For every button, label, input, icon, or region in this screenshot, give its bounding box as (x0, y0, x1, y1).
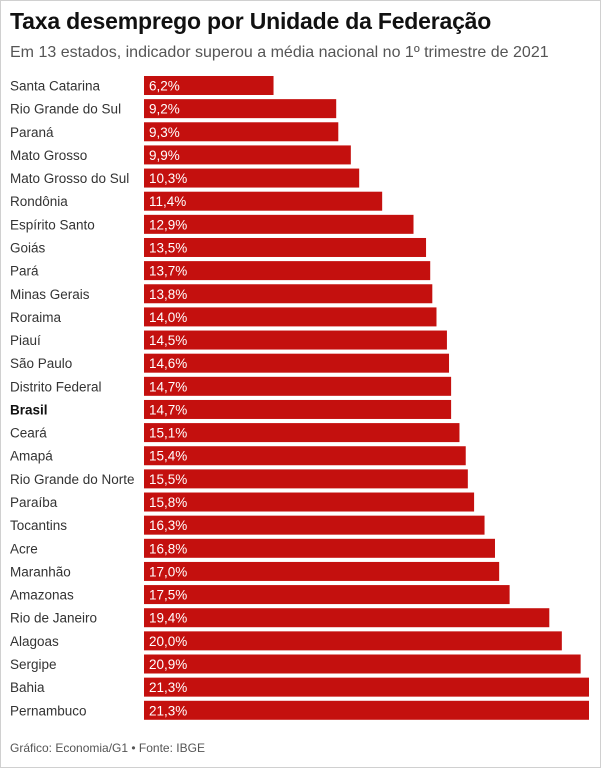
data-label-acre: 16,8% (149, 541, 187, 556)
bar-paraiba (144, 492, 475, 512)
data-label-minas-gerais: 13,8% (149, 287, 187, 302)
data-label-paraiba: 15,8% (149, 495, 187, 510)
data-label-amazonas: 17,5% (149, 588, 187, 603)
bar-acre (144, 538, 495, 558)
bar-brasil (144, 399, 452, 419)
data-label-tocantins: 16,3% (149, 518, 187, 533)
bar-rio-de-janeiro (144, 608, 550, 628)
category-label-piaui: Piauí (10, 333, 41, 348)
data-label-santa-catarina: 6,2% (149, 79, 180, 94)
category-label-mato-grosso-do-sul: Mato Grosso do Sul (10, 171, 129, 186)
bar-mato-grosso (144, 145, 351, 165)
bar-bahia (144, 677, 589, 697)
data-label-parana: 9,3% (149, 125, 180, 140)
category-label-acre: Acre (10, 541, 38, 556)
category-label-rio-grande-do-norte: Rio Grande do Norte (10, 472, 135, 487)
category-label-sao-paulo: São Paulo (10, 356, 72, 371)
bar-espirito-santo (144, 214, 414, 234)
data-label-pernambuco: 21,3% (149, 703, 187, 718)
category-label-sergipe: Sergipe (10, 657, 57, 672)
bar-rio-grande-do-sul (144, 99, 337, 119)
data-label-mato-grosso-do-sul: 10,3% (149, 171, 187, 186)
data-label-piaui: 14,5% (149, 333, 187, 348)
category-label-espirito-santo: Espírito Santo (10, 217, 95, 232)
bar-rondonia (144, 191, 383, 211)
bar-santa-catarina (144, 76, 274, 95)
data-label-amapa: 15,4% (149, 449, 187, 464)
data-label-distrito-federal: 14,7% (149, 379, 187, 394)
bar-sao-paulo (144, 353, 450, 373)
category-label-ceara: Ceará (10, 426, 47, 441)
bar-piaui (144, 330, 447, 350)
bar-roraima (144, 307, 437, 327)
data-label-espirito-santo: 12,9% (149, 217, 187, 232)
data-label-bahia: 21,3% (149, 680, 187, 695)
chart-title: Taxa desemprego por Unidade da Federação (10, 8, 492, 34)
bar-alagoas (144, 631, 562, 651)
data-label-mato-grosso: 9,9% (149, 148, 180, 163)
data-label-sergipe: 20,9% (149, 657, 187, 672)
category-label-brasil: Brasil (10, 402, 48, 417)
data-label-maranhao: 17,0% (149, 564, 187, 579)
data-label-goias: 13,5% (149, 240, 187, 255)
data-label-brasil: 14,7% (149, 402, 187, 417)
category-label-minas-gerais: Minas Gerais (10, 287, 90, 302)
category-label-rio-grande-do-sul: Rio Grande do Sul (10, 102, 121, 117)
category-label-para: Pará (10, 264, 39, 279)
category-label-tocantins: Tocantins (10, 518, 67, 533)
category-label-alagoas: Alagoas (10, 634, 59, 649)
data-label-rio-grande-do-sul: 9,2% (149, 102, 180, 117)
bar-rio-grande-do-norte (144, 469, 468, 489)
bar-sergipe (144, 654, 581, 674)
data-label-ceara: 15,1% (149, 426, 187, 441)
chart-source: Gráfico: Economia/G1 • Fonte: IBGE (10, 741, 205, 755)
category-label-goias: Goiás (10, 240, 46, 255)
category-label-paraiba: Paraíba (10, 495, 58, 510)
data-label-rio-grande-do-norte: 15,5% (149, 472, 187, 487)
bar-maranhao (144, 561, 500, 581)
bar-parana (144, 122, 339, 142)
bar-tocantins (144, 515, 485, 535)
data-label-roraima: 14,0% (149, 310, 187, 325)
category-label-pernambuco: Pernambuco (10, 703, 87, 718)
bar-minas-gerais (144, 284, 433, 304)
category-label-mato-grosso: Mato Grosso (10, 148, 87, 163)
category-label-rondonia: Rondônia (10, 194, 68, 209)
category-label-distrito-federal: Distrito Federal (10, 379, 102, 394)
category-label-roraima: Roraima (10, 310, 62, 325)
bar-para (144, 261, 431, 281)
bar-ceara (144, 423, 460, 443)
data-label-alagoas: 20,0% (149, 634, 187, 649)
data-label-rondonia: 11,4% (149, 194, 186, 209)
bar-amapa (144, 446, 466, 466)
category-label-bahia: Bahia (10, 680, 45, 695)
data-label-rio-de-janeiro: 19,4% (149, 611, 187, 626)
category-label-amazonas: Amazonas (10, 588, 74, 603)
category-label-parana: Paraná (10, 125, 54, 140)
bar-amazonas (144, 585, 510, 605)
chart-subtitle: Em 13 estados, indicador superou a média… (10, 44, 549, 61)
bar-mato-grosso-do-sul (144, 168, 360, 188)
category-label-maranhao: Maranhão (10, 564, 71, 579)
category-label-rio-de-janeiro: Rio de Janeiro (10, 611, 97, 626)
bar-goias (144, 237, 427, 257)
bar-distrito-federal (144, 376, 452, 396)
category-label-santa-catarina: Santa Catarina (10, 79, 101, 94)
data-label-para: 13,7% (149, 264, 187, 279)
category-label-amapa: Amapá (10, 449, 53, 464)
bar-chart: Santa Catarina 6,2% Rio Grande do Sul 9,2% P… (10, 76, 589, 720)
bar-pernambuco (144, 700, 589, 720)
data-label-sao-paulo: 14,6% (149, 356, 187, 371)
